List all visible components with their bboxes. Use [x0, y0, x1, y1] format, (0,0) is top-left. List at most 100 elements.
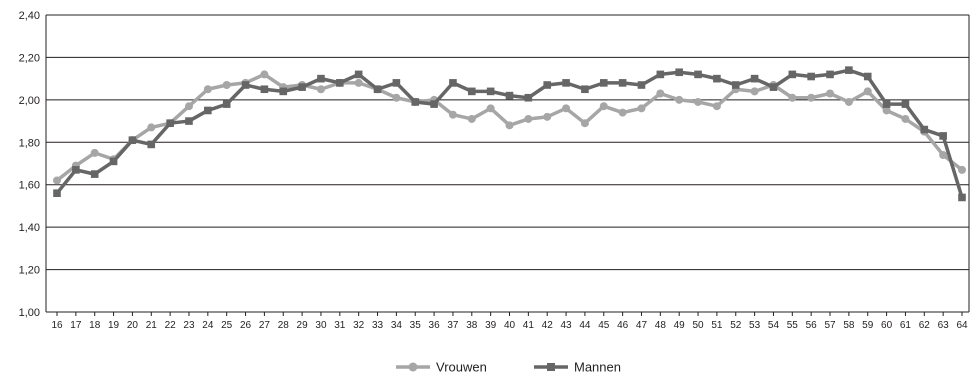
x-tick-label: 42	[542, 320, 554, 331]
data-point-vrouwen	[788, 93, 797, 102]
data-point-vrouwen	[844, 97, 853, 106]
data-point-mannen	[128, 136, 137, 144]
data-point-mannen	[788, 70, 797, 79]
x-tick-label: 46	[617, 320, 629, 331]
data-point-mannen	[562, 79, 570, 87]
x-tick-label: 56	[806, 320, 818, 331]
data-point-mannen	[467, 87, 476, 96]
x-tick-label: 61	[900, 320, 912, 331]
data-point-vrouwen	[675, 95, 684, 104]
x-tick-label: 34	[391, 320, 403, 331]
data-point-mannen	[750, 74, 759, 83]
x-tick-label: 62	[919, 320, 931, 331]
data-point-mannen	[279, 87, 288, 96]
data-point-vrouwen	[901, 114, 910, 123]
data-point-mannen	[486, 87, 495, 96]
data-point-vrouwen	[562, 104, 571, 113]
data-point-mannen	[109, 157, 118, 166]
data-point-vrouwen	[448, 110, 457, 119]
data-point-vrouwen	[222, 81, 231, 90]
data-point-mannen	[72, 166, 80, 174]
x-tick-label: 38	[466, 320, 478, 331]
data-point-mannen	[826, 70, 834, 79]
data-point-vrouwen	[580, 119, 589, 128]
x-tick-label: 22	[165, 320, 177, 331]
x-tick-label: 20	[127, 320, 139, 331]
data-point-mannen	[524, 93, 533, 102]
x-tick-label: 18	[89, 320, 101, 331]
data-point-vrouwen	[184, 102, 193, 111]
y-tick-label: 1,60	[19, 180, 40, 192]
data-point-mannen	[901, 100, 910, 108]
data-point-mannen	[90, 170, 99, 178]
series-line-mannen	[55, 68, 964, 198]
x-tick-label: 53	[749, 320, 761, 331]
data-point-mannen	[317, 74, 325, 83]
x-tick-label: 47	[636, 320, 648, 331]
y-tick-label: 1,00	[19, 307, 40, 319]
data-point-mannen	[298, 83, 306, 91]
data-point-vrouwen	[316, 85, 325, 94]
data-point-mannen	[882, 100, 891, 108]
data-point-mannen	[920, 125, 929, 134]
data-point-mannen	[807, 72, 815, 81]
data-point-mannen	[618, 79, 627, 87]
data-point-mannen	[241, 81, 250, 89]
data-point-vrouwen	[750, 87, 759, 96]
data-point-mannen	[166, 119, 174, 127]
data-point-mannen	[543, 81, 552, 89]
data-point-vrouwen	[354, 78, 363, 87]
x-tick-label: 30	[315, 320, 327, 331]
data-point-mannen	[769, 83, 778, 91]
data-point-mannen	[336, 79, 344, 87]
data-point-mannen	[637, 81, 646, 89]
data-point-vrouwen	[618, 108, 627, 117]
data-point-vrouwen	[90, 148, 99, 157]
x-tick-label: 58	[843, 320, 855, 331]
data-point-vrouwen	[599, 102, 608, 111]
data-point-mannen	[411, 98, 420, 106]
data-point-vrouwen	[505, 121, 514, 130]
data-point-mannen	[599, 79, 608, 87]
data-point-mannen	[430, 100, 438, 108]
y-tick-label: 2,00	[19, 95, 40, 107]
data-point-mannen	[675, 68, 683, 77]
data-point-mannen	[373, 85, 382, 94]
data-point-vrouwen	[939, 151, 948, 160]
data-point-mannen	[863, 72, 872, 81]
data-point-vrouwen	[694, 97, 703, 106]
x-tick-label: 28	[278, 320, 290, 331]
y-tick-label: 2,40	[19, 10, 40, 22]
x-tick-label: 31	[334, 320, 346, 331]
data-point-mannen	[354, 70, 363, 79]
data-point-vrouwen	[543, 112, 552, 121]
x-tick-label: 43	[561, 320, 573, 331]
x-tick-label: 19	[108, 320, 120, 331]
data-point-vrouwen	[467, 114, 476, 123]
x-tick-label: 17	[70, 320, 82, 331]
x-tick-label: 44	[579, 320, 591, 331]
data-point-mannen	[845, 66, 853, 74]
data-point-mannen	[392, 79, 401, 87]
data-point-mannen	[449, 79, 457, 87]
legend-marker-mannen	[547, 363, 555, 371]
x-tick-label: 63	[938, 320, 950, 331]
x-tick-label: 39	[485, 320, 497, 331]
x-tick-label: 16	[51, 320, 63, 331]
x-tick-label: 57	[824, 320, 836, 331]
y-tick-label: 1,40	[19, 222, 40, 234]
data-point-vrouwen	[826, 89, 835, 98]
data-point-vrouwen	[656, 89, 665, 98]
x-tick-label: 40	[504, 320, 516, 331]
x-tick-label: 59	[862, 320, 874, 331]
x-tick-label: 26	[240, 320, 252, 331]
x-tick-label: 32	[353, 320, 365, 331]
data-point-vrouwen	[958, 165, 966, 174]
data-point-vrouwen	[392, 93, 401, 102]
x-tick-label: 41	[523, 320, 535, 331]
data-point-mannen	[656, 70, 665, 79]
x-tick-label: 36	[429, 320, 441, 331]
data-point-vrouwen	[712, 102, 721, 111]
x-tick-label: 60	[881, 320, 893, 331]
